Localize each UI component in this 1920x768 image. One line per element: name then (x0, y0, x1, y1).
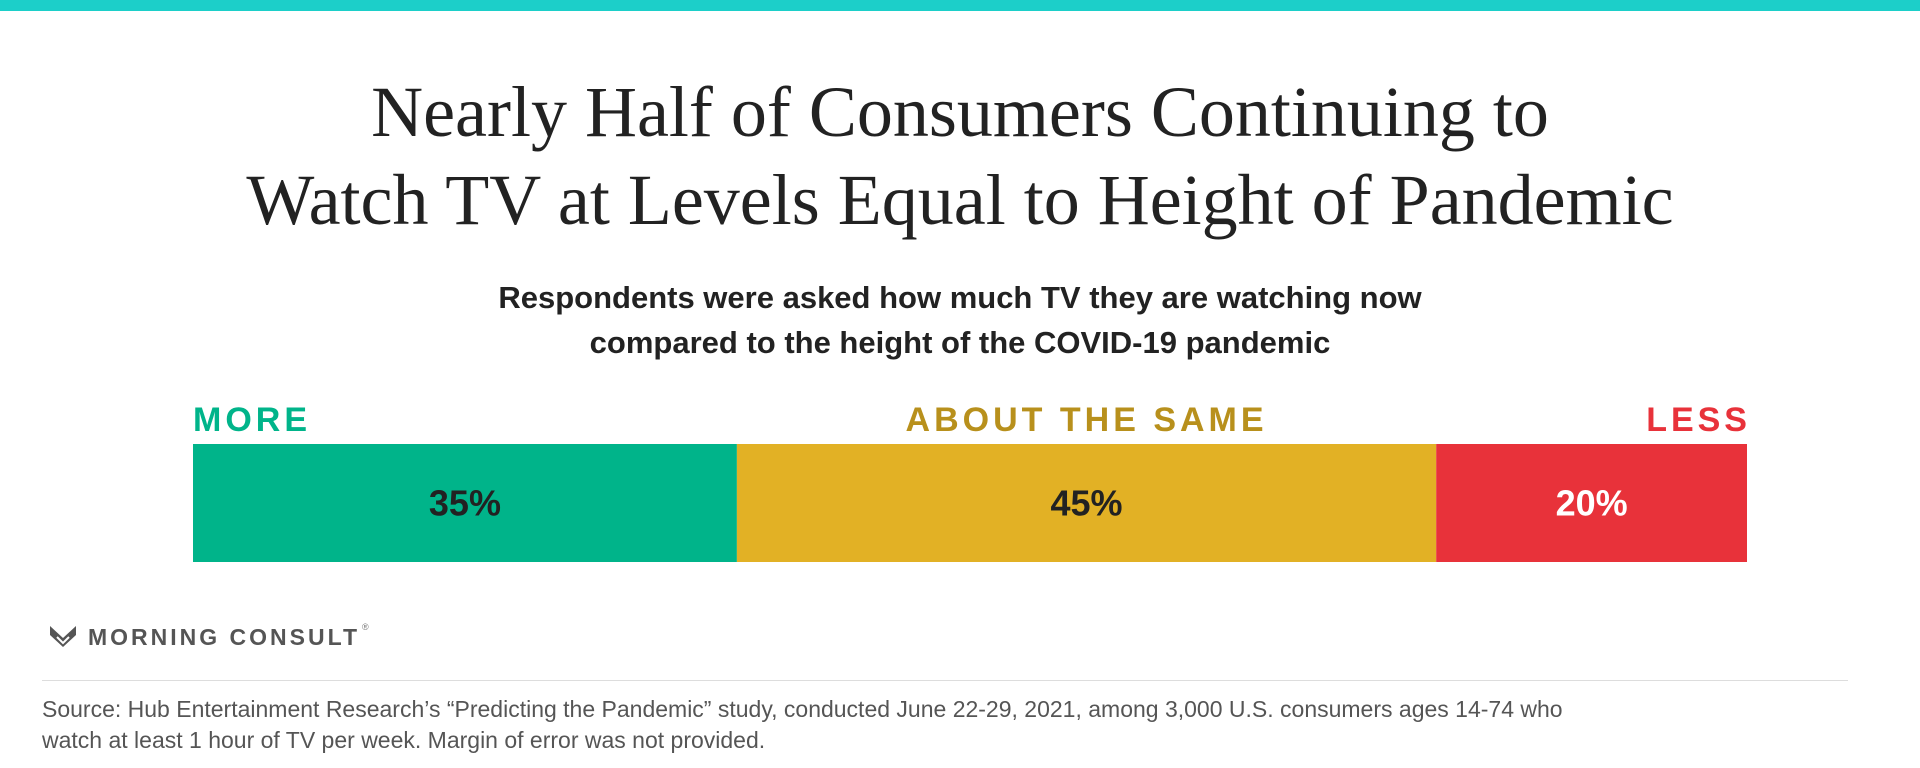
category-label-about-the-same: ABOUT THE SAME (906, 401, 1268, 439)
source-note-line-1: Source: Hub Entertainment Research’s “Pr… (42, 696, 1563, 722)
brand-logo: MORNING CONSULT ® (48, 620, 369, 654)
morning-consult-m-icon (50, 626, 76, 647)
bar-segment-less (1436, 444, 1747, 562)
source-note-line-2: watch at least 1 hour of TV per week. Ma… (42, 727, 766, 753)
stacked-bar-chart: 35% MORE 45% ABOUT THE SAME 20% LESS (193, 401, 1751, 562)
chart-title-line-1: Nearly Half of Consumers Continuing to (371, 72, 1549, 152)
value-label-less: 20% (1556, 483, 1628, 524)
registered-mark: ® (362, 622, 369, 632)
source-note: Source: Hub Entertainment Research’s “Pr… (42, 694, 1862, 756)
chart-subtitle: Respondents were asked how much TV they … (0, 275, 1920, 365)
footer-divider (42, 680, 1848, 681)
value-label-more: 35% (429, 483, 501, 524)
value-label-about-the-same: 45% (1051, 483, 1123, 524)
chart-subtitle-line-2: compared to the height of the COVID-19 p… (589, 325, 1331, 360)
chart-subtitle-line-1: Respondents were asked how much TV they … (498, 280, 1422, 315)
chart-title: Nearly Half of Consumers Continuing to W… (0, 68, 1920, 244)
bar-segment-about-the-same (736, 444, 1437, 562)
chart-title-line-2: Watch TV at Levels Equal to Height of Pa… (246, 160, 1674, 240)
top-accent-bar (0, 0, 1920, 11)
category-label-more: MORE (193, 401, 311, 439)
brand-name: MORNING CONSULT (88, 623, 361, 650)
bar-segment-more (193, 444, 737, 562)
category-label-less: LESS (1646, 401, 1751, 439)
